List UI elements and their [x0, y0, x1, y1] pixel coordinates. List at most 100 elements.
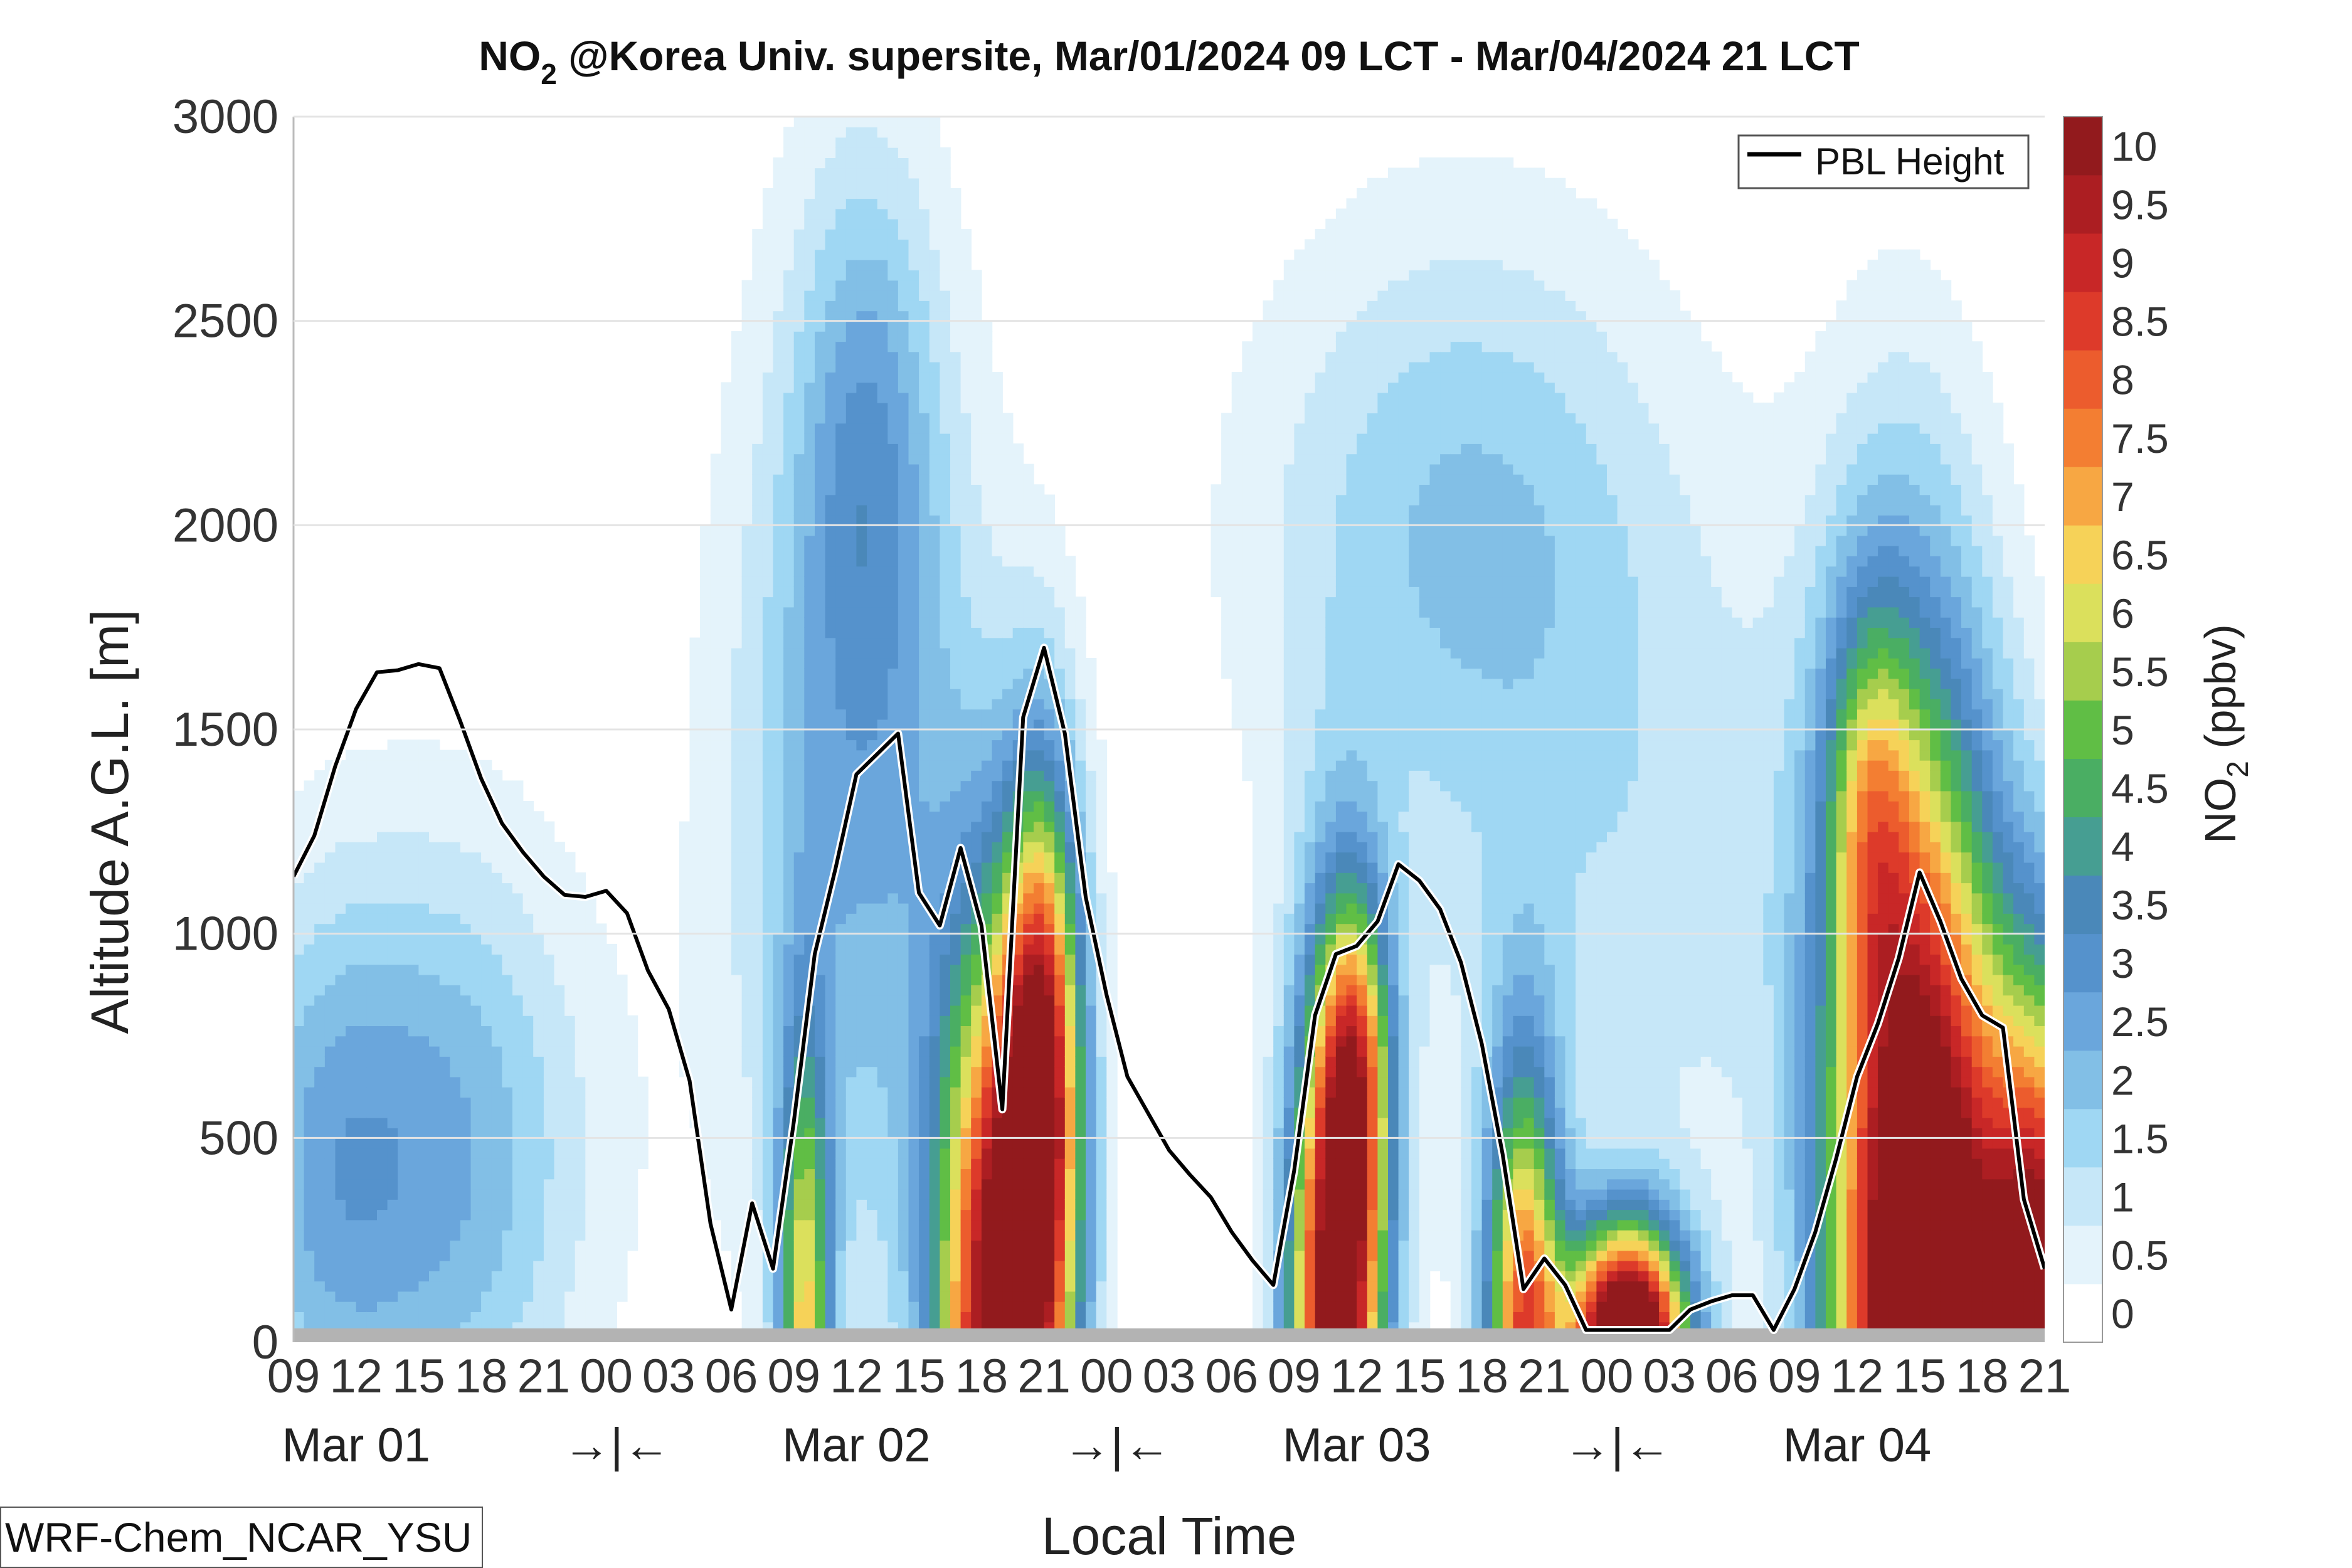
- contour-cell: [867, 719, 878, 730]
- contour-cell: [314, 1056, 326, 1067]
- contour-cell: [710, 525, 722, 536]
- contour-cell: [491, 882, 503, 894]
- contour-cell: [877, 1281, 889, 1292]
- contour-cell: [950, 372, 961, 383]
- contour-cell: [898, 392, 909, 403]
- contour-cell: [804, 402, 815, 413]
- contour-cell: [835, 699, 847, 710]
- contour-cell: [793, 1291, 805, 1302]
- contour-cell: [408, 862, 420, 873]
- contour-cell: [825, 372, 836, 383]
- contour-cell: [804, 893, 815, 904]
- contour-cell: [721, 1229, 732, 1241]
- contour-cell: [940, 821, 951, 832]
- contour-cell: [304, 923, 315, 935]
- contour-cell: [533, 1250, 544, 1261]
- contour-cell: [887, 1301, 899, 1312]
- contour-cell: [845, 167, 857, 179]
- contour-cell: [940, 310, 951, 322]
- contour-cell: [762, 760, 774, 771]
- contour-cell: [971, 453, 982, 465]
- contour-cell: [845, 1046, 857, 1057]
- contour-cell: [585, 1229, 596, 1241]
- contour-cell: [919, 1189, 930, 1200]
- contour-cell: [700, 933, 711, 945]
- contour-cell: [543, 831, 555, 842]
- contour-cell: [908, 923, 919, 935]
- contour-cell: [335, 985, 346, 996]
- contour-cell: [992, 801, 1003, 812]
- contour-cell: [950, 576, 961, 587]
- contour-cell: [710, 1076, 722, 1088]
- contour-cell: [731, 607, 743, 618]
- contour-cell: [741, 341, 753, 352]
- contour-cell: [596, 1128, 607, 1139]
- contour-cell: [679, 933, 691, 945]
- contour-cell: [335, 1158, 346, 1169]
- contour-cell: [762, 954, 774, 965]
- contour-cell: [783, 1046, 795, 1057]
- contour-cell: [710, 617, 722, 628]
- contour-cell: [689, 1015, 701, 1026]
- contour-cell: [752, 423, 763, 434]
- contour-cell: [908, 1097, 919, 1108]
- contour-cell: [908, 137, 919, 148]
- contour-cell: [294, 1260, 305, 1271]
- contour-cell: [856, 954, 867, 965]
- contour-cell: [793, 167, 805, 179]
- contour-cell: [971, 566, 982, 577]
- contour-cell: [804, 1168, 815, 1180]
- contour-cell: [679, 954, 691, 965]
- contour-cell: [919, 1015, 930, 1026]
- contour-cell: [606, 1260, 617, 1271]
- contour-cell: [554, 954, 565, 965]
- contour-cell: [898, 433, 909, 444]
- contour-cell: [845, 402, 857, 413]
- contour-cell: [522, 903, 534, 914]
- contour-cell: [721, 831, 732, 842]
- contour-cell: [835, 218, 847, 230]
- contour-cell: [533, 1015, 544, 1026]
- contour-cell: [783, 719, 795, 730]
- contour-cell: [314, 964, 326, 975]
- contour-cell: [877, 249, 889, 260]
- contour-cell: [304, 1271, 315, 1282]
- contour-cell: [783, 576, 795, 587]
- contour-cell: [700, 831, 711, 842]
- contour-cell: [377, 1301, 388, 1312]
- contour-cell: [752, 668, 763, 679]
- contour-cell: [762, 750, 774, 761]
- contour-cell: [294, 1209, 305, 1221]
- contour-cell: [356, 1066, 368, 1078]
- contour-cell: [710, 566, 722, 577]
- contour-cell: [710, 985, 722, 996]
- contour-cell: [398, 780, 409, 792]
- contour-cell: [522, 893, 534, 904]
- contour-cell: [460, 1240, 472, 1251]
- contour-cell: [450, 974, 461, 985]
- contour-cell: [940, 964, 951, 975]
- contour-cell: [908, 1281, 919, 1292]
- contour-cell: [762, 1158, 774, 1169]
- contour-cell: [752, 699, 763, 710]
- contour-cell: [783, 177, 795, 189]
- contour-cell: [919, 1036, 930, 1047]
- contour-cell: [512, 985, 524, 996]
- contour-cell: [835, 1056, 847, 1067]
- contour-cell: [898, 1046, 909, 1057]
- contour-cell: [294, 1128, 305, 1139]
- contour-cell: [564, 1117, 576, 1128]
- contour-cell: [845, 208, 857, 220]
- contour-cell: [940, 515, 951, 526]
- contour-cell: [710, 750, 722, 761]
- contour-cell: [418, 811, 430, 822]
- contour-cell: [502, 862, 513, 873]
- contour-cell: [856, 1128, 867, 1139]
- contour-cell: [366, 1301, 378, 1312]
- contour-cell: [377, 964, 388, 975]
- contour-cell: [773, 331, 784, 342]
- contour-cell: [627, 1036, 638, 1047]
- contour-cell: [439, 821, 451, 832]
- contour-cell: [575, 1271, 586, 1282]
- contour-cell: [356, 750, 368, 761]
